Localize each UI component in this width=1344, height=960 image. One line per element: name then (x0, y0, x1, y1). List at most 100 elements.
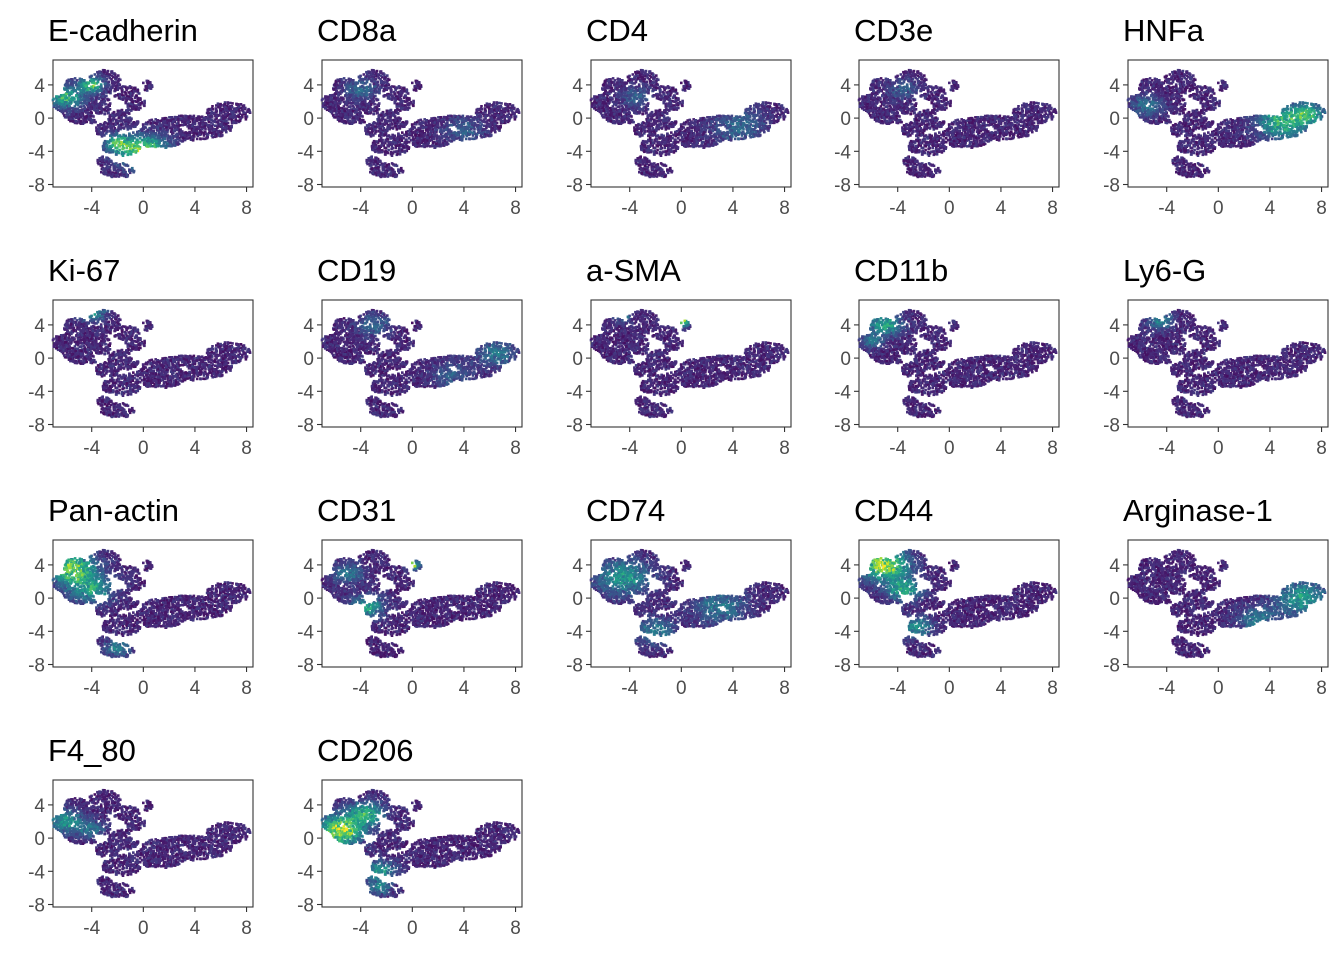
cell-point (177, 118, 180, 121)
cell-point (127, 128, 130, 131)
cell-point (140, 102, 143, 105)
cell-point (148, 84, 151, 87)
cell-point (219, 103, 222, 106)
cell-point (210, 121, 213, 124)
cell-point (149, 144, 152, 147)
cell-point (210, 111, 213, 114)
cell-point (66, 89, 69, 92)
cell-point (137, 89, 140, 92)
cell-point (210, 128, 213, 131)
cell-point (76, 101, 79, 104)
cell-point (171, 116, 174, 119)
cell-point (145, 130, 148, 133)
cell-point (83, 120, 86, 123)
cell-point (75, 95, 78, 98)
cell-point (120, 120, 123, 123)
cell-point (118, 152, 121, 155)
cell-point (199, 116, 202, 119)
cell-point (168, 124, 171, 127)
cell-point (158, 131, 161, 134)
cell-point (131, 167, 134, 170)
cell-point (151, 135, 154, 138)
cell-point (108, 91, 111, 94)
cell-point (126, 138, 129, 141)
cell-point (213, 128, 216, 131)
cell-point (202, 120, 205, 123)
cell-point (184, 139, 187, 142)
cell-point (219, 107, 222, 110)
cell-point (128, 112, 131, 115)
cell-point (165, 126, 168, 129)
cell-point (166, 135, 169, 138)
cell-point (63, 114, 66, 117)
cell-point (96, 94, 99, 97)
cell-point (123, 141, 126, 144)
cell-point (128, 145, 131, 148)
cell-point (183, 117, 186, 120)
cell-point (246, 110, 249, 113)
cell-point (157, 136, 160, 139)
cell-point (108, 81, 111, 84)
cell-point (122, 96, 125, 99)
cell-point (225, 123, 228, 126)
cell-point (209, 131, 212, 134)
cell-point (103, 71, 106, 74)
cell-point (187, 134, 190, 137)
cell-point (70, 93, 73, 96)
cell-point (150, 122, 153, 125)
cell-point (100, 164, 103, 167)
cell-point (196, 138, 199, 141)
cell-point (53, 105, 56, 108)
cell-point (118, 117, 121, 120)
cell-point (132, 140, 135, 143)
cell-point (96, 71, 99, 74)
cell-point (117, 164, 120, 167)
cell-point (115, 172, 118, 175)
cell-point (143, 101, 146, 104)
cell-point (118, 145, 121, 148)
cell-point (104, 103, 107, 106)
cell-point (139, 137, 142, 140)
cell-point (176, 122, 179, 125)
cell-point (104, 112, 107, 115)
cell-point (215, 115, 218, 118)
cell-point (121, 86, 124, 89)
cell-point (138, 147, 141, 150)
cell-point (191, 118, 194, 121)
cell-point (85, 115, 88, 118)
cell-point (73, 81, 76, 84)
cell-point (122, 162, 125, 165)
cell-point (90, 108, 93, 111)
cell-point (171, 124, 174, 127)
cell-point (210, 118, 213, 121)
cell-point (70, 83, 73, 86)
cell-point (145, 85, 148, 88)
cell-point (98, 128, 101, 131)
cell-point (150, 87, 153, 90)
cell-point (120, 137, 123, 140)
cell-point (177, 143, 180, 146)
cell-point (184, 135, 187, 138)
cell-point (231, 111, 234, 114)
cell-point (234, 116, 237, 119)
cell-point (229, 127, 232, 130)
cell-point (131, 108, 134, 111)
cell-point (94, 87, 97, 90)
cell-point (102, 95, 105, 98)
cell-point (114, 134, 117, 137)
cell-point (52, 98, 55, 101)
cell-point (109, 149, 112, 152)
cell-point (114, 127, 117, 130)
cell-point (186, 118, 189, 121)
cell-point (125, 147, 128, 150)
cell-point (170, 128, 173, 131)
cell-point (118, 167, 121, 170)
cell-point (97, 109, 100, 112)
cell-point (110, 86, 113, 89)
cell-point (123, 171, 126, 174)
cell-point (73, 87, 76, 90)
cell-point (132, 171, 135, 174)
cell-point (114, 142, 117, 145)
cell-point (147, 81, 150, 84)
cell-point (78, 82, 81, 85)
